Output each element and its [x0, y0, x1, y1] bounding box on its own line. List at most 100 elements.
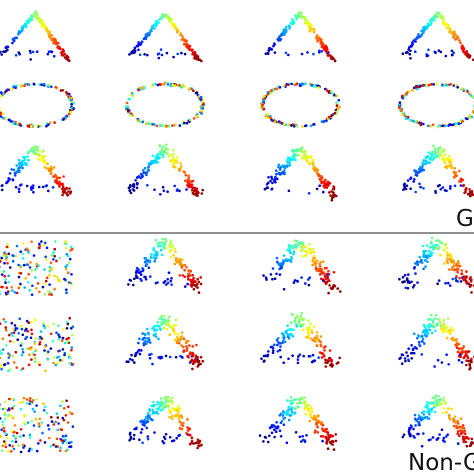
point	[166, 318, 170, 321]
point	[160, 253, 164, 257]
point	[453, 167, 457, 170]
point	[18, 317, 22, 321]
point	[192, 287, 196, 291]
point	[31, 284, 34, 288]
point	[292, 125, 296, 128]
point	[153, 411, 157, 415]
point	[176, 30, 180, 33]
point	[144, 37, 148, 41]
point	[317, 267, 320, 271]
point	[199, 282, 203, 286]
point	[0, 349, 2, 353]
point	[324, 178, 327, 182]
point	[330, 90, 333, 93]
point	[161, 237, 165, 241]
point	[49, 268, 53, 272]
point	[326, 117, 330, 121]
point	[160, 148, 164, 151]
point	[7, 274, 10, 278]
point	[470, 437, 474, 441]
point	[196, 282, 199, 286]
point	[180, 38, 184, 41]
point	[32, 356, 36, 360]
point	[420, 444, 424, 448]
point	[153, 188, 156, 191]
point	[163, 405, 167, 409]
point	[181, 274, 185, 277]
point	[43, 268, 46, 271]
point	[416, 260, 419, 263]
point	[43, 282, 46, 286]
point	[37, 264, 40, 267]
point	[65, 57, 69, 61]
point	[18, 435, 22, 438]
point	[440, 327, 443, 331]
point	[322, 271, 326, 274]
point	[324, 365, 328, 368]
point	[468, 113, 472, 117]
point	[62, 328, 65, 331]
point	[331, 92, 335, 95]
point	[158, 18, 161, 21]
point	[309, 250, 313, 253]
point	[441, 157, 445, 161]
point	[21, 443, 25, 447]
point	[270, 423, 274, 427]
point	[423, 410, 426, 413]
point	[185, 43, 188, 46]
point	[431, 155, 434, 158]
point	[127, 360, 130, 364]
point	[325, 266, 328, 270]
point	[447, 330, 451, 334]
point	[313, 336, 317, 340]
point	[301, 243, 305, 246]
point	[410, 357, 414, 360]
point	[0, 255, 1, 258]
point	[286, 248, 289, 252]
point	[449, 83, 453, 86]
point	[171, 124, 174, 127]
point	[165, 51, 169, 55]
point	[461, 424, 465, 427]
point	[53, 247, 56, 251]
point	[321, 439, 324, 443]
point	[137, 48, 140, 52]
point	[3, 274, 7, 278]
point	[11, 289, 14, 292]
point	[148, 356, 152, 360]
point	[0, 434, 2, 438]
point	[428, 413, 431, 416]
point	[11, 416, 15, 420]
point	[11, 259, 15, 263]
point	[328, 440, 332, 444]
point	[467, 359, 471, 363]
point	[417, 421, 421, 425]
point	[288, 123, 291, 127]
point	[301, 328, 305, 332]
point	[454, 421, 458, 424]
point	[431, 319, 435, 322]
point	[434, 245, 437, 249]
point	[170, 277, 173, 280]
point	[27, 158, 30, 162]
point	[183, 52, 187, 56]
point	[26, 281, 30, 284]
point	[172, 328, 175, 331]
point	[308, 243, 311, 246]
point	[147, 122, 151, 126]
point	[55, 412, 59, 416]
point	[165, 400, 168, 403]
point	[56, 416, 60, 419]
point	[40, 20, 44, 24]
point	[444, 327, 448, 330]
point	[38, 340, 42, 344]
point	[470, 357, 473, 361]
point	[146, 327, 149, 331]
point	[195, 187, 199, 190]
point	[442, 262, 446, 265]
point	[278, 414, 282, 417]
point	[57, 338, 61, 341]
point	[68, 96, 71, 99]
point	[308, 27, 312, 31]
point	[288, 27, 291, 30]
